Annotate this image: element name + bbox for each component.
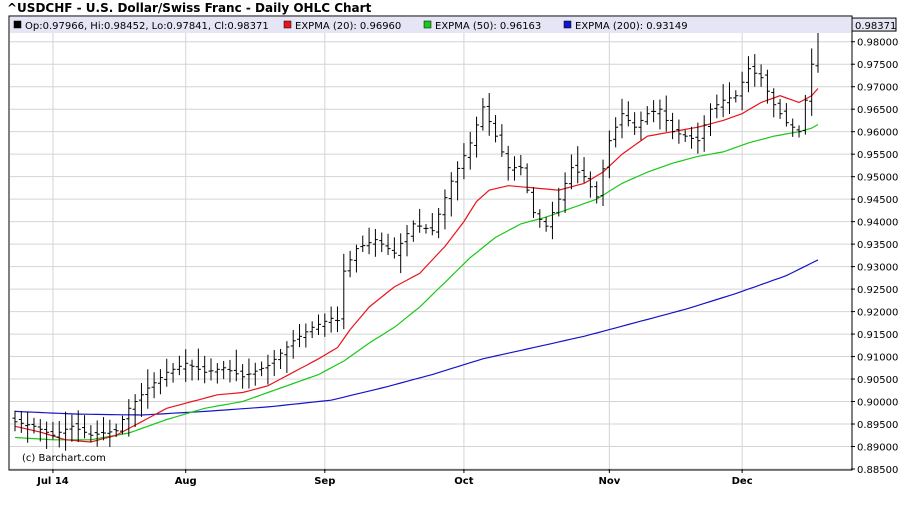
legend-swatch <box>13 20 22 29</box>
x-tick-label: Jul 14 <box>36 476 69 487</box>
last-price-label: 0.98371 <box>855 21 896 32</box>
y-tick-label: 0.90000 <box>857 398 898 409</box>
y-tick-label: 0.90500 <box>857 375 898 386</box>
legend-entry: EXPMA (200): 0.93149 <box>575 21 688 32</box>
ema20-series <box>14 88 819 443</box>
y-tick-label: 0.97500 <box>857 60 898 71</box>
ema20-line <box>14 88 819 443</box>
x-tick-label: Nov <box>598 476 620 487</box>
y-tick-label: 0.91500 <box>857 330 898 341</box>
y-tick-label: 0.98000 <box>857 38 898 49</box>
ema50-line <box>14 123 819 441</box>
y-tick-label: 0.94500 <box>857 195 898 206</box>
legend-entry: EXPMA (20): 0.96960 <box>295 21 401 32</box>
ohlc-bars <box>12 17 821 451</box>
y-tick-label: 0.95000 <box>857 173 898 184</box>
x-tick-label: Dec <box>732 476 753 487</box>
ema50-series <box>14 123 819 441</box>
y-tick-label: 0.97000 <box>857 83 898 94</box>
y-tick-label: 0.94000 <box>857 218 898 229</box>
y-tick-label: 0.89500 <box>857 420 898 431</box>
y-tick-label: 0.95500 <box>857 150 898 161</box>
ema200-series <box>14 259 819 416</box>
legend-swatch <box>423 20 432 29</box>
legend-entry: Op:0.97966, Hi:0.98452, Lo:0.97841, Cl:0… <box>25 21 269 32</box>
legend-entry: EXPMA (50): 0.96163 <box>435 21 541 32</box>
y-tick-label: 0.88500 <box>857 465 898 476</box>
y-tick-label: 0.96000 <box>857 128 898 139</box>
x-tick-label: Sep <box>314 476 335 487</box>
watermark: (c) Barchart.com <box>22 453 106 464</box>
x-tick-label: Oct <box>454 476 473 487</box>
y-tick-label: 0.91000 <box>857 353 898 364</box>
x-axis: Jul 14 Aug Sep Oct Nov Dec <box>36 469 753 487</box>
y-tick-label: 0.93500 <box>857 240 898 251</box>
chart-title: ^USDCHF - U.S. Dollar/Swiss Franc - Dail… <box>7 1 372 15</box>
x-tick-label: Aug <box>175 476 197 487</box>
ema200-line <box>14 259 819 416</box>
y-tick-label: 0.96500 <box>857 105 898 116</box>
last-price-box <box>851 17 897 32</box>
y-tick-label: 0.93000 <box>857 263 898 274</box>
y-tick-label: 0.89000 <box>857 443 898 454</box>
y-tick-label: 0.92000 <box>857 308 898 319</box>
legend-swatch <box>283 20 292 29</box>
legend: Op:0.97966, Hi:0.98452, Lo:0.97841, Cl:0… <box>13 20 688 32</box>
y-tick-label: 0.92500 <box>857 285 898 296</box>
plot-area <box>8 15 853 471</box>
legend-swatch <box>563 20 572 29</box>
y-axis: 0.88500 0.89000 0.89500 0.90000 0.90500 0.910… <box>851 17 898 476</box>
